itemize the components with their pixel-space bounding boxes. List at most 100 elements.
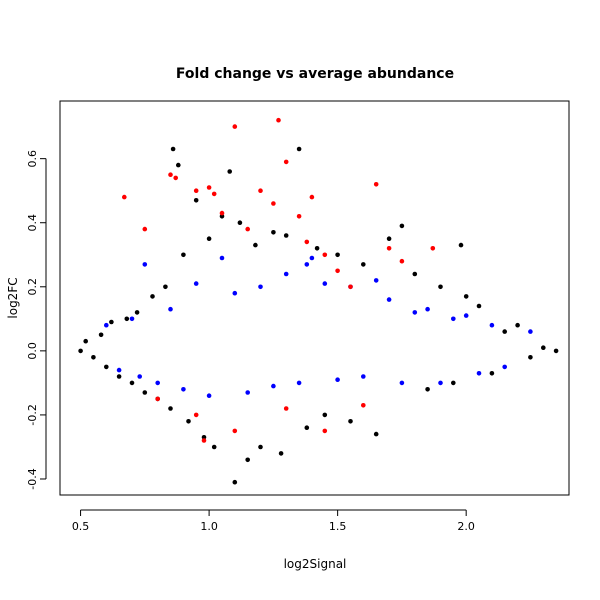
data-point [245, 457, 250, 463]
data-point [348, 419, 353, 424]
data-point [553, 348, 559, 354]
data-point [116, 367, 122, 373]
data-point [309, 194, 315, 200]
data-point [232, 479, 238, 485]
data-point [181, 252, 186, 258]
y-tick-label: 0.6 [26, 150, 39, 168]
data-point [170, 146, 176, 152]
data-point [528, 329, 533, 334]
data-point [373, 278, 379, 283]
data-point [219, 210, 225, 216]
data-point [271, 383, 276, 389]
data-point [438, 380, 443, 386]
data-point [142, 226, 148, 232]
data-point [541, 345, 546, 351]
x-tick-label: 0.5 [72, 520, 90, 533]
data-point [211, 444, 217, 450]
x-tick-label: 1.5 [329, 520, 347, 533]
data-point [412, 271, 418, 277]
data-point [237, 220, 243, 225]
data-point [373, 182, 379, 187]
data-point [155, 380, 160, 386]
data-point [211, 191, 217, 197]
data-point [502, 364, 508, 370]
data-point [322, 252, 328, 258]
data-point [206, 236, 212, 241]
data-point [219, 214, 225, 219]
data-point [276, 117, 281, 123]
data-point [296, 380, 302, 386]
data-point [425, 306, 430, 312]
data-point [129, 316, 135, 322]
data-point [458, 242, 464, 248]
data-point [258, 444, 263, 450]
x-axis-label: log2Signal [284, 557, 347, 571]
data-point [201, 438, 207, 443]
plot-frame [59, 100, 570, 496]
data-point [219, 255, 225, 261]
data-point [78, 348, 83, 354]
data-point [304, 425, 310, 431]
data-point [335, 377, 340, 383]
data-point [373, 431, 379, 437]
data-point [206, 393, 212, 399]
data-point [109, 319, 114, 325]
data-point [438, 284, 443, 290]
data-point [430, 246, 436, 251]
data-point [528, 355, 533, 360]
data-point [283, 233, 289, 238]
data-point [515, 322, 520, 328]
data-point [309, 255, 315, 261]
data-point [232, 428, 238, 434]
data-point [245, 390, 250, 395]
data-point [201, 435, 207, 440]
data-point [399, 380, 405, 386]
data-point [168, 172, 173, 177]
data-point [322, 281, 328, 286]
data-point [412, 310, 418, 315]
x-tick-label: 1.0 [200, 520, 218, 533]
x-tick-label: 2.0 [457, 520, 475, 533]
data-point [98, 332, 104, 338]
x-axis: 0.5 1.0 1.5 2.0 [72, 509, 475, 533]
data-point [122, 194, 127, 200]
data-point [227, 169, 232, 174]
data-point [168, 406, 173, 411]
data-point [232, 290, 238, 296]
data-point [489, 322, 495, 328]
y-tick-label: 0.0 [26, 342, 39, 360]
data-point [322, 428, 328, 434]
data-point [193, 281, 199, 286]
data-point [386, 236, 392, 241]
data-point [386, 246, 392, 251]
data-point [283, 406, 289, 411]
data-point [142, 262, 148, 267]
data-point [283, 271, 289, 277]
data-point [335, 252, 340, 258]
data-point [361, 403, 366, 408]
data-point [463, 294, 469, 299]
data-point [176, 162, 181, 168]
data-point [129, 380, 135, 386]
data-point [193, 412, 199, 418]
data-point [296, 146, 302, 152]
data-point [155, 396, 160, 402]
y-tick-label: 0.2 [26, 278, 39, 296]
data-point [476, 371, 482, 376]
data-point [425, 387, 430, 392]
data-point [137, 374, 142, 379]
data-point [476, 303, 482, 309]
data-point [258, 284, 263, 290]
data-point [361, 262, 366, 267]
data-point [258, 188, 263, 193]
data-point [116, 374, 122, 379]
data-point [104, 364, 109, 370]
y-axis-label: log2FC [6, 277, 20, 318]
data-point [142, 390, 148, 395]
data-point [314, 246, 320, 251]
data-point [124, 316, 130, 322]
data-point [296, 214, 302, 219]
data-point [278, 451, 284, 456]
data-point [451, 316, 456, 322]
